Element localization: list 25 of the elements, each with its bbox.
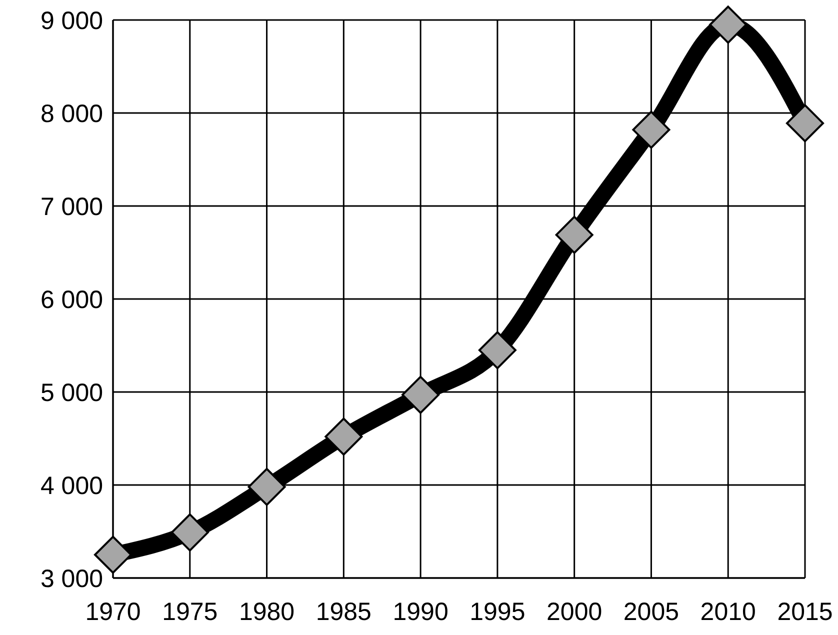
point (632, 110, 670, 149)
y-tick-label: 4 000 (40, 472, 103, 500)
y-tick-label: 9 000 (40, 6, 103, 35)
y-tick-label: 7 000 (40, 192, 103, 221)
x-tick-label: 2005 (623, 598, 680, 626)
y-tick-label: 5 000 (40, 378, 103, 407)
x-tick-label: 2010 (700, 598, 756, 626)
point (324, 418, 363, 456)
point (402, 376, 440, 414)
x-tick-label: 1980 (238, 598, 295, 626)
point (555, 216, 594, 254)
x-tick-label: 1995 (470, 598, 526, 626)
x-tick-label: 1970 (85, 598, 141, 626)
x-tick-label: 1985 (316, 598, 372, 626)
x-tick-label: 1975 (162, 598, 218, 626)
x-tick-label: 2015 (777, 598, 833, 626)
x-tick-label: 2000 (546, 598, 602, 626)
y-tick-label: 6 000 (40, 286, 103, 314)
point (170, 513, 209, 552)
point (478, 331, 516, 370)
y-tick-label: 3 000 (40, 564, 103, 593)
point (786, 104, 824, 142)
point (248, 468, 286, 506)
y-tick-label: 8 000 (40, 100, 103, 128)
x-tick-label: 1990 (392, 598, 448, 626)
